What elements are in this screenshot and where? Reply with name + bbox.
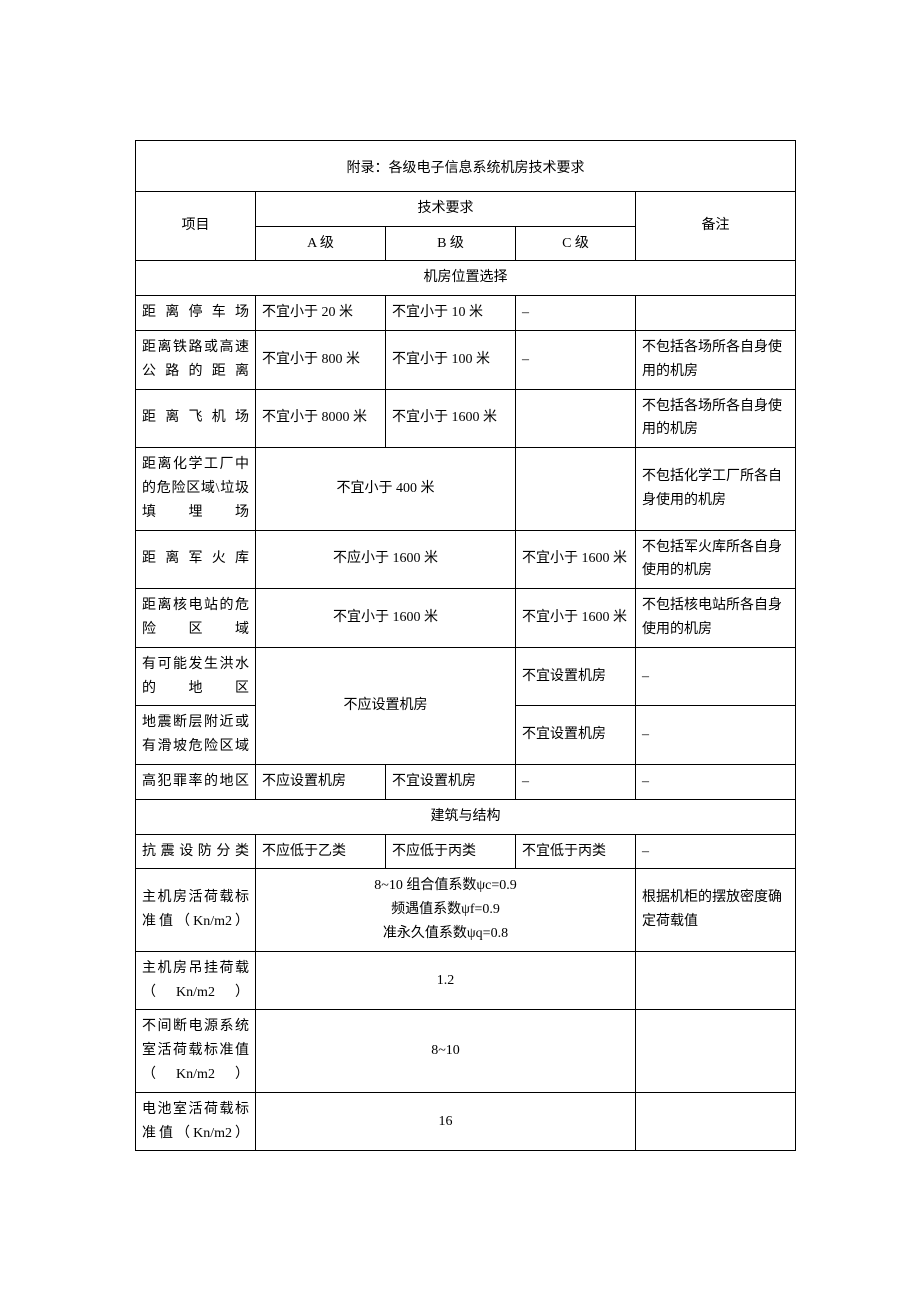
col-techreq: 技术要求 <box>256 191 636 226</box>
cell-abc: 8~10 组合值系数ψc=0.9 频遇值系数ψf=0.9 准永久值系数ψq=0.… <box>256 869 636 951</box>
cell-item: 距离化学工厂中的危险区域\垃圾填埋场 <box>136 448 256 530</box>
cell-note: – <box>636 834 796 869</box>
table-row: 不间断电源系统室活荷载标准值（Kn/m2） 8~10 <box>136 1010 796 1092</box>
table-row: 距离核电站的危险区域 不宜小于 1600 米 不宜小于 1600 米 不包括核电… <box>136 589 796 648</box>
title-row: 附录：各级电子信息系统机房技术要求 <box>136 141 796 192</box>
cell-ab: 不宜小于 1600 米 <box>256 589 516 648</box>
cell-item: 主机房吊挂荷载（Kn/m2） <box>136 951 256 1010</box>
cell-c: – <box>516 330 636 389</box>
cell-item: 有可能发生洪水的地区 <box>136 647 256 706</box>
col-c: C 级 <box>516 226 636 261</box>
cell-note: 不包括核电站所各自身使用的机房 <box>636 589 796 648</box>
cell-item: 距离铁路或高速公路的距离 <box>136 330 256 389</box>
col-b: B 级 <box>386 226 516 261</box>
cell-c: 不宜设置机房 <box>516 706 636 765</box>
cell-a: 不应低于乙类 <box>256 834 386 869</box>
table-row: 距离军火库 不应小于 1600 米 不宜小于 1600 米 不包括军火库所各自身… <box>136 530 796 589</box>
header-row-1: 项目 技术要求 备注 <box>136 191 796 226</box>
col-item: 项目 <box>136 191 256 261</box>
cell-note: – <box>636 706 796 765</box>
cell-item: 距离停车场 <box>136 296 256 331</box>
cell-note: 根据机柜的摆放密度确定荷载值 <box>636 869 796 951</box>
cell-a: 不宜小于 8000 米 <box>256 389 386 448</box>
cell-a: 不应设置机房 <box>256 764 386 799</box>
cell-b: 不宜小于 1600 米 <box>386 389 516 448</box>
cell-item: 距离飞机场 <box>136 389 256 448</box>
cell-c <box>516 389 636 448</box>
cell-line: 8~10 组合值系数ψc=0.9 <box>262 874 629 898</box>
cell-note <box>636 951 796 1010</box>
cell-item: 高犯罪率的地区 <box>136 764 256 799</box>
section-row: 机房位置选择 <box>136 261 796 296</box>
table-row: 有可能发生洪水的地区 不应设置机房 不宜设置机房 – <box>136 647 796 706</box>
cell-ab: 不应设置机房 <box>256 647 516 764</box>
cell-abc: 1.2 <box>256 951 636 1010</box>
cell-c: 不宜小于 1600 米 <box>516 589 636 648</box>
col-a: A 级 <box>256 226 386 261</box>
cell-c: 不宜低于丙类 <box>516 834 636 869</box>
cell-note: 不包括化学工厂所各自身使用的机房 <box>636 448 796 530</box>
cell-item: 距离核电站的危险区域 <box>136 589 256 648</box>
cell-c <box>516 448 636 530</box>
cell-line: 频遇值系数ψf=0.9 <box>262 898 629 922</box>
cell-item: 主机房活荷载标准值（Kn/m2） <box>136 869 256 951</box>
cell-note: 不包括军火库所各自身使用的机房 <box>636 530 796 589</box>
cell-item: 距离军火库 <box>136 530 256 589</box>
table-row: 主机房吊挂荷载（Kn/m2） 1.2 <box>136 951 796 1010</box>
cell-note: – <box>636 764 796 799</box>
col-note: 备注 <box>636 191 796 261</box>
cell-item: 不间断电源系统室活荷载标准值（Kn/m2） <box>136 1010 256 1092</box>
cell-a: 不宜小于 20 米 <box>256 296 386 331</box>
table-row: 高犯罪率的地区 不应设置机房 不宜设置机房 – – <box>136 764 796 799</box>
cell-b: 不宜小于 10 米 <box>386 296 516 331</box>
cell-note: – <box>636 647 796 706</box>
table-row: 主机房活荷载标准值（Kn/m2） 8~10 组合值系数ψc=0.9 频遇值系数ψ… <box>136 869 796 951</box>
section-structure: 建筑与结构 <box>136 799 796 834</box>
cell-c: 不宜小于 1600 米 <box>516 530 636 589</box>
cell-ab: 不应小于 1600 米 <box>256 530 516 589</box>
cell-line: 准永久值系数ψq=0.8 <box>262 922 629 946</box>
cell-b: 不宜小于 100 米 <box>386 330 516 389</box>
section-location: 机房位置选择 <box>136 261 796 296</box>
table-row: 距离化学工厂中的危险区域\垃圾填埋场 不宜小于 400 米 不包括化学工厂所各自… <box>136 448 796 530</box>
cell-ab: 不宜小于 400 米 <box>256 448 516 530</box>
section-row: 建筑与结构 <box>136 799 796 834</box>
table-row: 距离停车场 不宜小于 20 米 不宜小于 10 米 – <box>136 296 796 331</box>
document-page: 附录：各级电子信息系统机房技术要求 项目 技术要求 备注 A 级 B 级 C 级… <box>0 0 920 1302</box>
cell-item: 抗震设防分类 <box>136 834 256 869</box>
cell-c: – <box>516 764 636 799</box>
table-row: 距离飞机场 不宜小于 8000 米 不宜小于 1600 米 不包括各场所各自身使… <box>136 389 796 448</box>
cell-c: – <box>516 296 636 331</box>
cell-note <box>636 296 796 331</box>
table-row: 抗震设防分类 不应低于乙类 不应低于丙类 不宜低于丙类 – <box>136 834 796 869</box>
cell-b: 不宜设置机房 <box>386 764 516 799</box>
cell-note: 不包括各场所各自身使用的机房 <box>636 389 796 448</box>
cell-abc: 16 <box>256 1092 636 1151</box>
cell-abc: 8~10 <box>256 1010 636 1092</box>
cell-note <box>636 1092 796 1151</box>
table-row: 电池室活荷载标准值（Kn/m2） 16 <box>136 1092 796 1151</box>
table-row: 距离铁路或高速公路的距离 不宜小于 800 米 不宜小于 100 米 – 不包括… <box>136 330 796 389</box>
cell-note <box>636 1010 796 1092</box>
cell-item: 电池室活荷载标准值（Kn/m2） <box>136 1092 256 1151</box>
cell-note: 不包括各场所各自身使用的机房 <box>636 330 796 389</box>
cell-a: 不宜小于 800 米 <box>256 330 386 389</box>
cell-item: 地震断层附近或有滑坡危险区域 <box>136 706 256 765</box>
cell-c: 不宜设置机房 <box>516 647 636 706</box>
table-title: 附录：各级电子信息系统机房技术要求 <box>136 141 796 192</box>
cell-b: 不应低于丙类 <box>386 834 516 869</box>
requirements-table: 附录：各级电子信息系统机房技术要求 项目 技术要求 备注 A 级 B 级 C 级… <box>135 140 796 1151</box>
